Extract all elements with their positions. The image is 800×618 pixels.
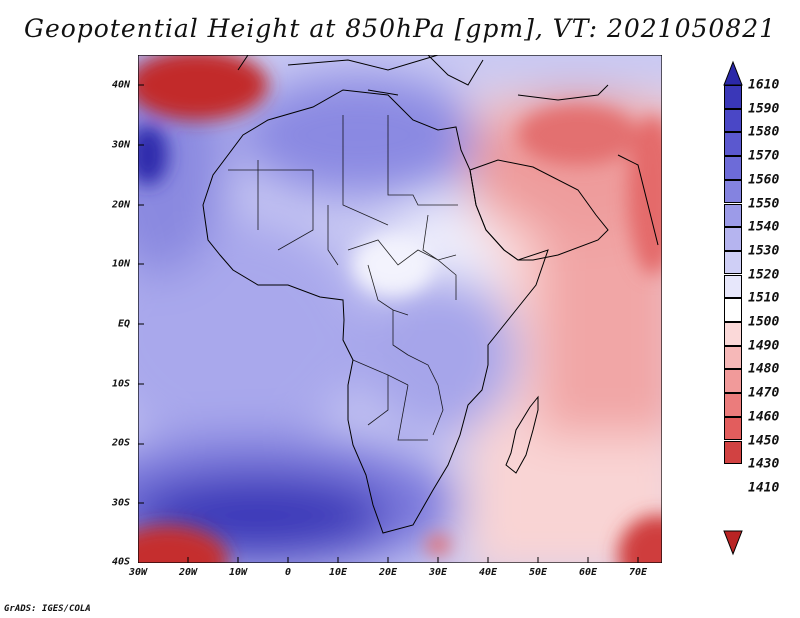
colorbar-label: 1460	[748, 409, 780, 425]
india-outline	[617, 154, 659, 246]
colorbar-cell	[724, 369, 742, 393]
colorbar-cell	[724, 250, 742, 275]
lat-label-eq: EQ	[117, 318, 130, 330]
lat-label-40s: 40S	[111, 556, 130, 568]
colorbar-label: 1430	[748, 456, 780, 472]
lat-label-20n: 20N	[111, 199, 130, 211]
colorbar-label: 1580	[748, 124, 780, 140]
lon-label-70e: 70E	[628, 567, 648, 578]
credit-text: GrADS: IGES/COLA	[4, 604, 91, 614]
colorbar-cell	[724, 108, 742, 133]
lon-label-10w: 10W	[228, 567, 248, 578]
colorbar-label: 1480	[748, 361, 780, 377]
colorbar-cell	[724, 274, 742, 299]
lon-label-30w: 30W	[128, 567, 148, 578]
colorbar-cell	[724, 298, 742, 322]
colorbar-cell	[724, 132, 742, 156]
colorbar-top-arrow	[723, 60, 743, 86]
colorbar-cell	[724, 203, 742, 227]
colorbar-arrows	[723, 60, 743, 556]
lon-label-0: 0	[284, 567, 292, 578]
colorbar-label: 1510	[748, 290, 780, 306]
colorbar-cell	[724, 179, 742, 204]
colorbar-cell	[724, 345, 742, 370]
colorbar-label: 1570	[748, 148, 780, 164]
lat-label-40n: 40N	[111, 79, 130, 91]
lat-label-30n: 30N	[111, 139, 130, 151]
colorbar-cell	[724, 393, 742, 417]
lat-label-30s: 30S	[111, 497, 130, 509]
colorbar-label: 1590	[748, 101, 780, 117]
lon-label-20e: 20E	[378, 567, 398, 578]
colorbar-cell	[724, 227, 742, 251]
colorbar: 1610 1590 1580 1570 1560 1550 1540 1530 1520 1510…	[722, 60, 790, 560]
colorbar-bottom-arrow	[723, 530, 743, 556]
colorbar-label: 1540	[748, 219, 780, 235]
africa-outline	[202, 89, 549, 534]
colorbar-cell	[724, 156, 742, 180]
lon-label-60e: 60E	[578, 567, 598, 578]
lon-label-20w: 20W	[178, 567, 198, 578]
lat-label-10s: 10S	[111, 378, 130, 390]
europe-outline	[237, 55, 609, 101]
lon-label-10e: 10E	[328, 567, 348, 578]
colorbar-label: 1490	[748, 338, 780, 354]
arabia-outline	[469, 159, 609, 261]
lon-label-50e: 50E	[528, 567, 548, 578]
colorbar-label: 1410	[748, 480, 780, 496]
colorbar-label: 1610	[748, 77, 780, 93]
map-panel	[138, 55, 662, 563]
colorbar-label: 1530	[748, 243, 780, 259]
colorbar-cell	[724, 322, 742, 346]
lon-label-40e: 40E	[478, 567, 498, 578]
colorbar-label: 1470	[748, 385, 780, 401]
colorbar-cell	[724, 440, 742, 464]
colorbar-label: 1520	[748, 267, 780, 283]
map-title: Geopotential Height at 850hPa [gpm], VT:…	[23, 14, 777, 43]
borders	[228, 115, 458, 441]
madagascar-outline	[505, 395, 539, 474]
colorbar-cell	[724, 416, 742, 441]
lat-label-10n: 10N	[111, 258, 130, 270]
colorbar-cell	[724, 85, 742, 109]
coastlines	[202, 55, 659, 534]
map-canvas	[138, 55, 662, 563]
colorbar-label: 1450	[748, 433, 780, 448]
height-field	[138, 55, 662, 563]
lon-label-30e: 30E	[428, 567, 448, 578]
colorbar-label: 1550	[748, 196, 780, 211]
colorbar-label: 1560	[748, 172, 780, 188]
lat-label-20s: 20S	[111, 437, 130, 449]
colorbar-label: 1500	[748, 314, 780, 330]
axis-ticks	[138, 84, 639, 563]
